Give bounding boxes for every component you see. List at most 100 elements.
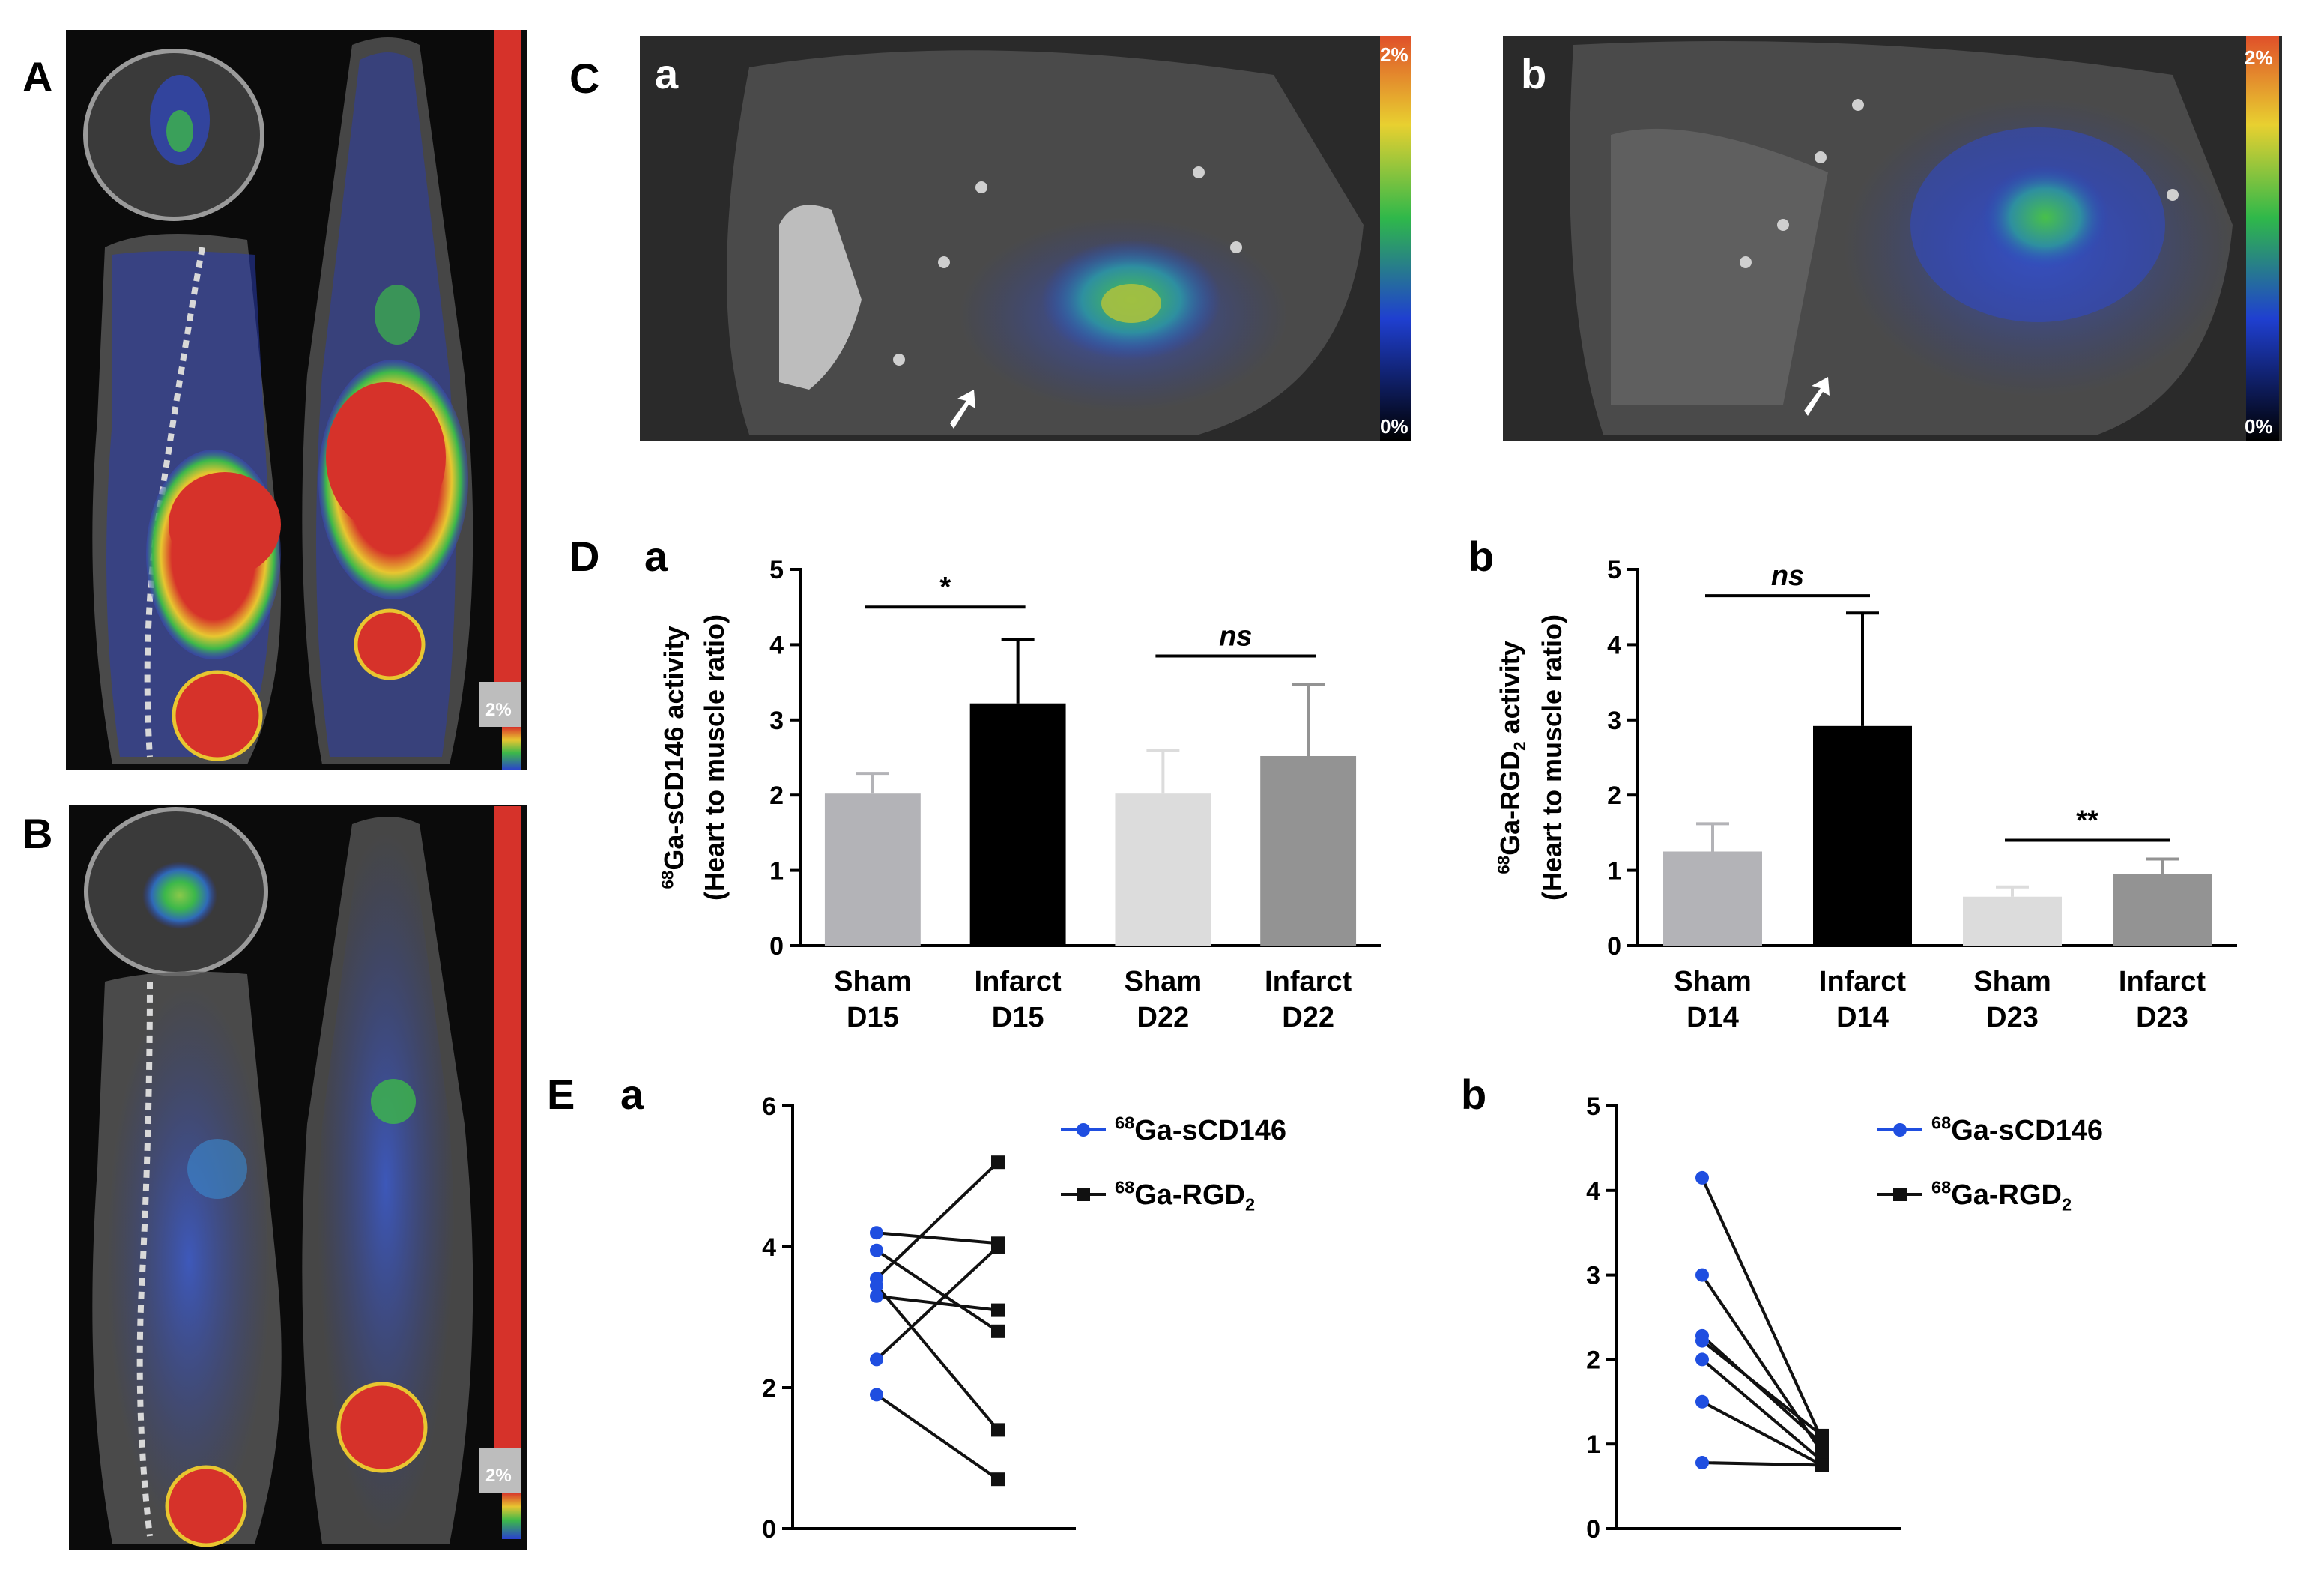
panel-A: A 2% — [22, 30, 527, 770]
Db-category-label: D14 — [1686, 1002, 1739, 1033]
Ea-ytick-label: 4 — [762, 1233, 776, 1262]
Db-category-label: D23 — [1986, 1002, 2039, 1033]
Eb-pair-line — [1701, 1358, 1824, 1463]
panel-A-scale-bar — [494, 30, 521, 682]
Ea-point-sCD146 — [870, 1226, 883, 1240]
panel-A-sagittal-body — [92, 234, 281, 764]
Ea-legend-label-sCD146: 68Ga-sCD146 — [1115, 1113, 1286, 1146]
panel-B-scale-gray — [479, 1448, 521, 1493]
Eb-point-sCD146 — [1695, 1394, 1709, 1409]
chart-Da: 0 1 2 3 4 5 Sham D15 Infarct D15 Sham D22 Infarct D22… — [658, 556, 1381, 1033]
Eb-legend-label-RGD2: 68Ga-RGD2 — [1931, 1178, 2072, 1215]
Da-category-label: D22 — [1282, 1002, 1334, 1033]
panel-label-A: A — [22, 53, 52, 100]
panel-Cb-image — [1503, 36, 2282, 441]
panel-Ca-image — [640, 36, 1411, 441]
Db-bar — [1963, 896, 2062, 946]
Eb-ytick-label: 1 — [1586, 1430, 1600, 1459]
Ea-point-sCD146 — [870, 1278, 883, 1293]
panel-label-Cb: b — [1521, 50, 1546, 97]
panel-label-Ca: a — [655, 50, 679, 97]
panel-label-E: E — [547, 1071, 575, 1118]
Eb-pair-line — [1701, 1274, 1824, 1454]
Da-category-label: Sham — [834, 966, 911, 997]
Eb-legend-label-sCD146: 68Ga-sCD146 — [1931, 1113, 2103, 1146]
panel-label-B: B — [22, 810, 52, 857]
Db-ytick-label: 1 — [1607, 857, 1621, 886]
panel-B-scale-bar — [494, 806, 521, 1448]
Da-category-label: D15 — [992, 1002, 1044, 1033]
Db-significance-label: ** — [2076, 805, 2098, 836]
Ea-pair-line — [875, 1393, 999, 1481]
panel-A-scale-gray — [479, 682, 521, 727]
Da-ytick-label: 1 — [769, 857, 784, 886]
Eb-ytick-label: 3 — [1586, 1262, 1600, 1290]
Eb-ytick-label: 4 — [1586, 1177, 1600, 1206]
panel-B-scale-colors — [502, 1493, 521, 1539]
panel-B-coronal-body — [302, 817, 473, 1544]
Ea-point-RGD2 — [991, 1423, 1005, 1437]
Db-category-label: Sham — [1973, 966, 2051, 997]
Ea-legend-label-RGD2: 68Ga-RGD2 — [1115, 1178, 1255, 1215]
Ea-point-RGD2 — [991, 1324, 1005, 1338]
panel-label-Ea: a — [620, 1071, 644, 1118]
Eb-point-sCD146 — [1695, 1170, 1709, 1185]
Eb-ytick-label: 2 — [1586, 1346, 1600, 1374]
Db-category-label: D23 — [2136, 1002, 2188, 1033]
Da-category-label: Sham — [1125, 966, 1202, 997]
Eb-point-RGD2 — [1815, 1458, 1829, 1472]
panel-Cb-scale-max: 2% — [2245, 46, 2273, 69]
Ea-ytick-label: 0 — [762, 1515, 776, 1544]
Ea-pair-line — [876, 1231, 999, 1245]
panel-Cb-color-scale — [2246, 36, 2279, 441]
Da-significance-label: ns — [1219, 620, 1252, 652]
Db-significance-label: ns — [1771, 560, 1804, 592]
Ea-legend-marker-RGD2 — [1077, 1188, 1090, 1201]
Da-category-label: Infarct — [975, 966, 1062, 997]
Ea-point-RGD2 — [991, 1155, 1005, 1170]
Db-category-label: Infarct — [2119, 966, 2206, 997]
Da-bar — [824, 793, 921, 946]
Ea-legend-marker-sCD146 — [1077, 1123, 1090, 1137]
Da-category-label: D22 — [1137, 1002, 1190, 1033]
panel-Ca-scale-max: 2% — [1380, 43, 1408, 66]
panel-label-C: C — [569, 55, 599, 102]
panel-B: B 2% — [22, 805, 527, 1550]
Eb-pair-line — [1701, 1340, 1824, 1437]
Db-ytick-label: 2 — [1607, 782, 1621, 810]
Db-ylabel-sub: (Heart to muscle ratio) — [1537, 614, 1567, 901]
Eb-point-sCD146 — [1695, 1268, 1709, 1282]
Eb-point-sCD146 — [1695, 1334, 1709, 1348]
panel-C: C a 2% 0% — [569, 36, 2282, 441]
Ea-pair-line — [875, 1245, 999, 1361]
Ea-ytick-label: 6 — [762, 1092, 776, 1121]
Ea-ytick-label: 2 — [762, 1374, 776, 1403]
panel-B-sagittal-body — [92, 971, 282, 1547]
Ea-point-RGD2 — [991, 1303, 1005, 1317]
panel-label-Da: a — [644, 533, 668, 580]
Ea-pair-line — [875, 1161, 999, 1280]
Eb-pair-line — [1701, 1177, 1824, 1441]
Da-bar — [969, 703, 1066, 946]
Eb-point-sCD146 — [1695, 1352, 1709, 1367]
Eb-point-sCD146 — [1695, 1456, 1709, 1470]
Db-bar — [1813, 725, 1912, 946]
panel-Cb-arrow-icon — [1804, 377, 1830, 416]
Da-bar — [1260, 755, 1357, 946]
Ea-point-sCD146 — [870, 1352, 883, 1367]
Da-ytick-label: 4 — [769, 631, 784, 659]
chart-Eb: 0 1 2 3 4 5 68Ga-sCD146 68Ga-RGD2 — [1586, 1092, 2103, 1544]
Db-ytick-label: 4 — [1607, 631, 1621, 659]
Da-significance-label: * — [939, 572, 951, 603]
Eb-point-RGD2 — [1815, 1428, 1829, 1442]
Da-ylabel-sub: (Heart to muscle ratio) — [699, 614, 730, 901]
panel-label-Eb: b — [1461, 1071, 1486, 1118]
panel-label-D: D — [569, 533, 599, 580]
Ea-point-sCD146 — [870, 1388, 883, 1402]
panel-Cb-scale-min: 0% — [2245, 415, 2273, 438]
panel-Ca-arrow-icon — [950, 390, 975, 429]
panel-A-scale-colors — [502, 727, 521, 770]
Ea-point-RGD2 — [991, 1472, 1005, 1487]
Ea-point-RGD2 — [991, 1240, 1005, 1254]
